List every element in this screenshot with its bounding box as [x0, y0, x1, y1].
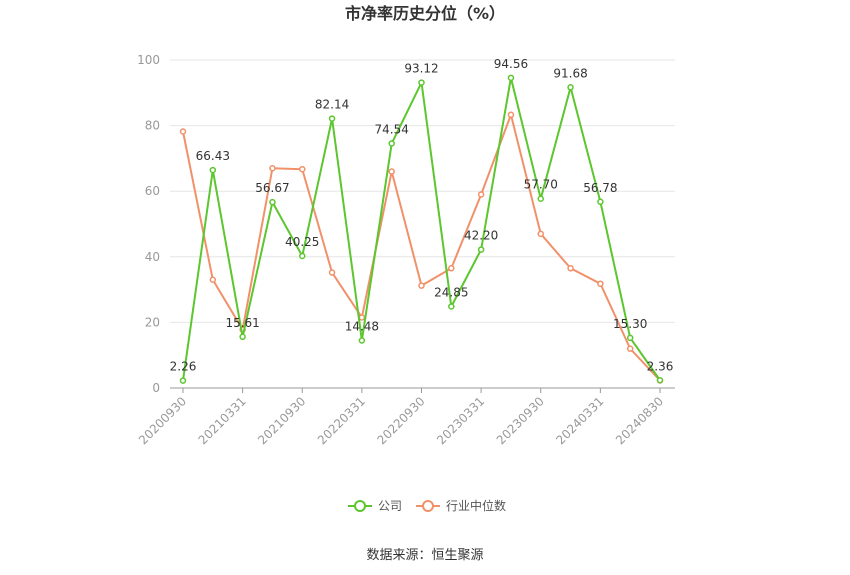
data-label: 14.48 — [345, 320, 379, 334]
y-tick-label: 100 — [137, 53, 160, 67]
company-point — [597, 198, 604, 206]
industry-median-point — [507, 111, 515, 119]
company-point — [358, 337, 366, 344]
x-axis: 20200930 20210331 20210930 20220331 20220930… — [136, 387, 675, 447]
company-point — [269, 198, 276, 206]
industry-median-point — [328, 269, 336, 276]
legend-marker — [354, 500, 366, 512]
data-source: 数据来源：恒生聚源 — [366, 548, 483, 563]
company-point — [418, 79, 425, 86]
x-tick-label: 20240830 — [613, 394, 666, 447]
x-tick-label: 20220930 — [375, 394, 428, 447]
data-label: 66.43 — [196, 149, 230, 163]
company-point — [567, 84, 574, 91]
company-point — [626, 334, 634, 342]
industry-median-point — [418, 282, 425, 289]
data-label: 91.68 — [553, 66, 587, 80]
grid — [170, 59, 675, 323]
data-label: 57.70 — [524, 178, 558, 192]
legend-item-company[interactable]: 公司 — [348, 499, 402, 513]
company-point — [537, 195, 544, 202]
data-label: 74.54 — [375, 123, 409, 137]
data-label: 42.20 — [464, 229, 498, 243]
data-label: 82.14 — [315, 98, 349, 112]
industry-median-point — [597, 280, 604, 287]
industry-median-point — [269, 164, 276, 172]
x-tick-label: 20200930 — [136, 394, 189, 447]
legend-marker — [422, 500, 434, 512]
x-tick-label: 20230331 — [434, 394, 487, 447]
company-line — [182, 76, 661, 381]
legend-item-industry-median[interactable]: 行业中位数 — [416, 498, 506, 513]
x-tick-label: 20240331 — [553, 394, 606, 447]
data-label: 94.56 — [494, 57, 528, 71]
data-labels: 2.26 66.43 15.61 56.67 40.25 82.14 14.48 74.54 9… — [170, 57, 674, 374]
company-point — [477, 246, 485, 253]
x-tick-label: 20230930 — [494, 394, 547, 447]
legend-label: 公司 — [378, 499, 402, 513]
company-point — [209, 166, 217, 174]
company-point — [656, 377, 664, 384]
data-label: 15.61 — [225, 316, 259, 330]
company-point — [328, 115, 336, 122]
industry-median-point — [448, 265, 455, 272]
chart-title: 市净率历史分位（%） — [345, 4, 505, 23]
company-point — [507, 74, 515, 82]
industry-median-point — [567, 265, 574, 272]
y-tick-label: 60 — [145, 184, 160, 198]
industry-median-point — [477, 191, 485, 198]
y-tick-label: 20 — [145, 315, 160, 329]
legend[interactable]: 公司 行业中位数 — [348, 498, 506, 513]
data-label: 40.25 — [285, 235, 319, 249]
x-tick-label: 20210331 — [196, 394, 249, 447]
industry-median-point — [537, 230, 544, 238]
data-label: 93.12 — [404, 62, 438, 76]
company-point — [179, 377, 187, 384]
company-point — [239, 333, 246, 341]
data-label: 2.36 — [647, 359, 674, 373]
industry-median-point — [209, 276, 217, 284]
data-label: 24.85 — [434, 285, 468, 299]
y-tick-label: 0 — [152, 381, 160, 395]
series-layer — [179, 74, 664, 384]
data-label: 15.30 — [613, 317, 647, 331]
industry-median-point — [388, 168, 395, 175]
y-tick-label: 80 — [145, 119, 160, 133]
industry-median-point — [299, 165, 306, 173]
company-point — [299, 252, 306, 260]
industry-median-point — [626, 345, 634, 352]
industry-median-point — [179, 128, 187, 135]
company-point — [388, 140, 395, 147]
data-label: 2.26 — [170, 360, 197, 374]
y-tick-label: 40 — [145, 250, 160, 264]
x-tick-label: 20210930 — [255, 394, 308, 447]
data-label: 56.67 — [255, 181, 289, 195]
x-tick-label: 20220331 — [315, 394, 368, 447]
company-point — [448, 303, 455, 310]
y-axis: 0 20 40 60 80 100 — [137, 53, 160, 395]
data-label: 56.78 — [583, 181, 617, 195]
legend-label: 行业中位数 — [446, 498, 506, 513]
